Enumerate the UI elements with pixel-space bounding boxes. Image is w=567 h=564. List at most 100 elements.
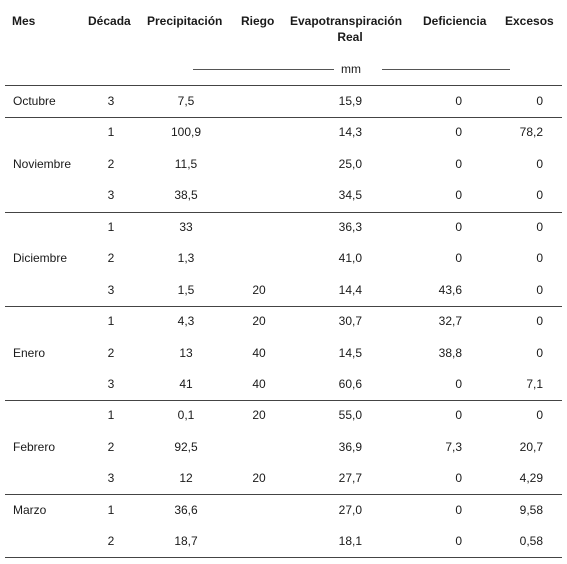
cell-decada: 2 xyxy=(107,157,115,171)
cell-excesos: 0,58 xyxy=(519,534,543,548)
cell-decada: 2 xyxy=(107,251,115,265)
cell-decada: 1 xyxy=(107,408,115,422)
cell-decada: 2 xyxy=(107,440,115,454)
cell-evapotranspiracion: 36,3 xyxy=(338,220,362,234)
cell-riego: 40 xyxy=(252,377,266,391)
cell-riego: 20 xyxy=(252,471,266,485)
cell-excesos: 0 xyxy=(536,94,543,108)
cell-decada: 1 xyxy=(107,314,115,328)
cell-evapotranspiracion: 41,0 xyxy=(338,251,362,265)
header-riego: Riego xyxy=(241,14,275,28)
cell-evapotranspiracion: 30,7 xyxy=(338,314,362,328)
cell-precipitacion: 7,5 xyxy=(177,94,195,108)
cell-precipitacion: 11,5 xyxy=(174,157,198,171)
cell-decada: 2 xyxy=(107,534,115,548)
cell-precipitacion: 41 xyxy=(179,377,193,391)
cell-evapotranspiracion: 18,1 xyxy=(338,534,362,548)
month-label: Enero xyxy=(13,346,46,360)
rule-after-noviembre xyxy=(5,212,562,213)
cell-excesos: 0 xyxy=(536,408,543,422)
cell-excesos: 7,1 xyxy=(526,377,543,391)
header-precipitacion: Precipitación xyxy=(147,14,223,28)
cell-deficiencia: 32,7 xyxy=(438,314,462,328)
cell-evapotranspiracion: 14,5 xyxy=(338,346,362,360)
cell-deficiencia: 0 xyxy=(455,188,462,202)
cell-deficiencia: 0 xyxy=(455,251,462,265)
cell-evapotranspiracion: 27,0 xyxy=(338,503,362,517)
cell-excesos: 0 xyxy=(536,157,543,171)
cell-evapotranspiracion: 14,3 xyxy=(338,125,362,139)
month-label: Diciembre xyxy=(13,251,68,265)
rule-after-diciembre xyxy=(5,306,562,307)
cell-deficiencia: 0 xyxy=(455,125,462,139)
cell-deficiencia: 0 xyxy=(455,377,462,391)
month-label: Octubre xyxy=(13,94,56,108)
cell-decada: 1 xyxy=(107,125,115,139)
cell-excesos: 78,2 xyxy=(519,125,543,139)
cell-evapotranspiracion: 14,4 xyxy=(338,283,362,297)
cell-deficiencia: 0 xyxy=(455,157,462,171)
cell-riego: 20 xyxy=(252,408,266,422)
cell-decada: 1 xyxy=(107,220,115,234)
cell-precipitacion: 36,6 xyxy=(174,503,198,517)
rule-after-febrero xyxy=(5,494,562,495)
cell-decada: 3 xyxy=(107,188,115,202)
month-label: Marzo xyxy=(13,503,47,517)
rule-after-enero xyxy=(5,400,562,401)
cell-riego: 40 xyxy=(252,346,266,360)
cell-excesos: 0 xyxy=(536,314,543,328)
cell-excesos: 0 xyxy=(536,346,543,360)
cell-excesos: 0 xyxy=(536,283,543,297)
cell-precipitacion: 4,3 xyxy=(177,314,195,328)
cell-deficiencia: 0 xyxy=(455,534,462,548)
cell-precipitacion: 38,5 xyxy=(174,188,198,202)
cell-riego: 20 xyxy=(252,314,266,328)
cell-excesos: 20,7 xyxy=(519,440,543,454)
cell-deficiencia: 38,8 xyxy=(438,346,462,360)
rule-header-bottom xyxy=(5,85,562,86)
cell-excesos: 0 xyxy=(536,220,543,234)
month-label: Febrero xyxy=(13,440,56,454)
cell-deficiencia: 0 xyxy=(455,94,462,108)
cell-decada: 3 xyxy=(107,471,115,485)
cell-excesos: 0 xyxy=(536,188,543,202)
cell-evapotranspiracion: 34,5 xyxy=(338,188,362,202)
cell-evapotranspiracion: 60,6 xyxy=(338,377,362,391)
cell-evapotranspiracion: 15,9 xyxy=(338,94,362,108)
cell-decada: 3 xyxy=(107,94,115,108)
header-excesos: Excesos xyxy=(505,14,554,28)
units-leader-right xyxy=(382,69,510,70)
cell-evapotranspiracion: 36,9 xyxy=(338,440,362,454)
units-label: mm xyxy=(341,62,361,76)
month-label: Noviembre xyxy=(13,157,72,171)
cell-precipitacion: 13 xyxy=(179,346,193,360)
cell-evapotranspiracion: 55,0 xyxy=(338,408,362,422)
cell-precipitacion: 1,3 xyxy=(177,251,195,265)
header-evapotranspiracion: Evapotranspiración xyxy=(290,14,403,28)
cell-precipitacion: 0,1 xyxy=(177,408,195,422)
header-decada: Década xyxy=(88,14,131,28)
cell-precipitacion: 92,5 xyxy=(174,440,198,454)
rule-table-bottom xyxy=(5,557,562,558)
cell-deficiencia: 0 xyxy=(455,408,462,422)
cell-excesos: 9,58 xyxy=(519,503,543,517)
cell-deficiencia: 0 xyxy=(455,503,462,517)
rule-after-octubre xyxy=(5,117,562,118)
cell-decada: 1 xyxy=(107,503,115,517)
cell-evapotranspiracion: 25,0 xyxy=(338,157,362,171)
cell-precipitacion: 12 xyxy=(179,471,193,485)
cell-excesos: 0 xyxy=(536,251,543,265)
cell-deficiencia: 0 xyxy=(455,220,462,234)
cell-precipitacion: 33 xyxy=(179,220,193,234)
units-leader-left xyxy=(193,69,334,70)
cell-deficiencia: 43,6 xyxy=(438,283,462,297)
cell-deficiencia: 0 xyxy=(455,471,462,485)
cell-decada: 2 xyxy=(107,346,115,360)
header-deficiencia: Deficiencia xyxy=(423,14,487,28)
cell-deficiencia: 7,3 xyxy=(445,440,462,454)
cell-decada: 3 xyxy=(107,377,115,391)
header-mes: Mes xyxy=(12,14,36,28)
cell-precipitacion: 18,7 xyxy=(174,534,198,548)
cell-evapotranspiracion: 27,7 xyxy=(338,471,362,485)
cell-decada: 3 xyxy=(107,283,115,297)
